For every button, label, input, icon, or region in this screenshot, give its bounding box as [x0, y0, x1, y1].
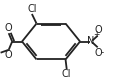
Text: Cl: Cl: [27, 4, 36, 14]
Text: +: +: [93, 30, 99, 39]
Text: -: -: [100, 48, 103, 57]
Text: Cl: Cl: [61, 69, 71, 79]
Text: N: N: [87, 36, 94, 46]
Text: O: O: [4, 23, 12, 33]
Text: O: O: [4, 50, 12, 60]
Text: O: O: [94, 48, 101, 58]
Text: O: O: [94, 25, 101, 35]
